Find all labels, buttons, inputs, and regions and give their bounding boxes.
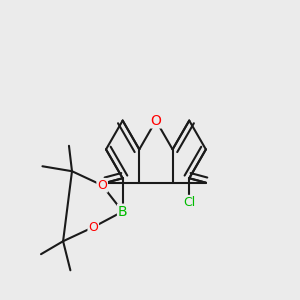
Text: O: O [97, 179, 107, 192]
Text: O: O [151, 114, 161, 128]
Text: O: O [88, 221, 98, 234]
Text: Cl: Cl [183, 196, 195, 209]
Text: B: B [118, 205, 128, 218]
